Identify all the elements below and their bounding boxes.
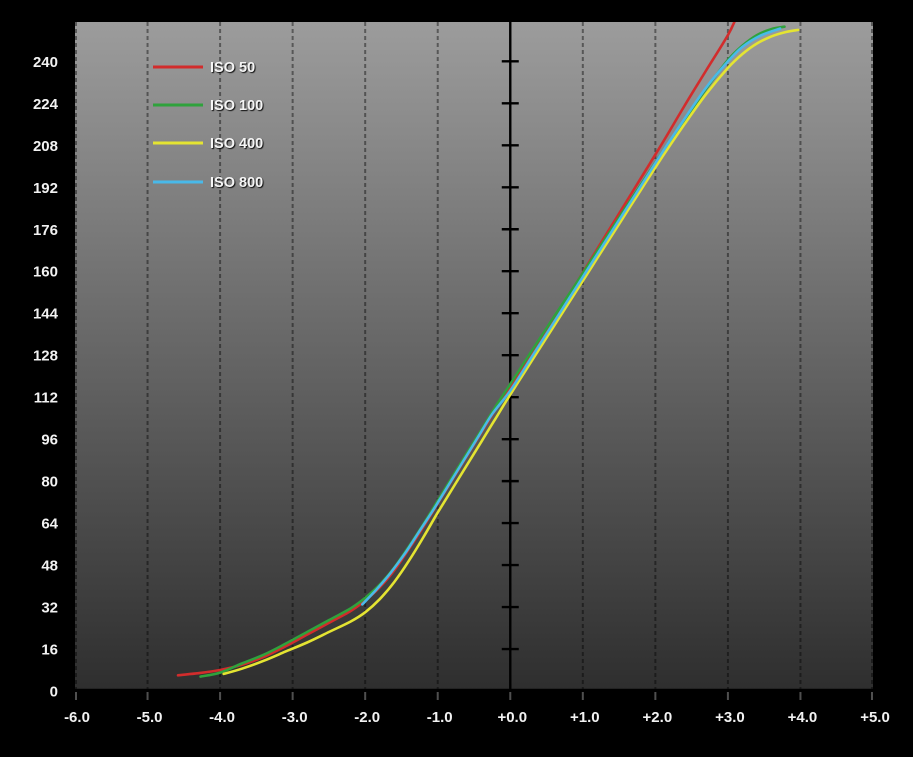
x-axis-label: -4.0 <box>209 709 235 726</box>
legend-item-iso-50: ISO 50 <box>153 60 255 76</box>
x-axis-label: -1.0 <box>427 709 453 726</box>
legend-label: ISO 50 <box>210 60 255 76</box>
legend-item-iso-100: ISO 100 <box>153 98 263 114</box>
y-axis-label: 32 <box>41 600 58 617</box>
center-axis <box>501 22 519 691</box>
curves <box>176 22 800 678</box>
x-axis-label: +1.0 <box>570 709 600 726</box>
legend-item-iso-400: ISO 400 <box>153 136 263 152</box>
y-axis-label: 0 <box>50 684 58 701</box>
y-axis-label: 112 <box>34 390 58 407</box>
curve-iso-800 <box>361 27 782 606</box>
y-axis-label: 144 <box>33 306 59 323</box>
x-axis-label: +2.0 <box>643 709 673 726</box>
y-axis-label: 240 <box>33 54 58 71</box>
x-axis-label: +5.0 <box>860 709 890 726</box>
y-axis-label: 224 <box>33 96 59 113</box>
x-axis-label: +0.0 <box>497 709 527 726</box>
y-axis-label: 96 <box>41 432 58 449</box>
y-axis-label: 80 <box>41 474 58 491</box>
x-axis-label: -5.0 <box>137 709 163 726</box>
legend: ISO 50 ISO 100 ISO 400 ISO 800 <box>153 60 263 191</box>
legend-label: ISO 800 <box>210 175 263 191</box>
x-axis-label: -6.0 <box>64 709 90 726</box>
y-axis-label: 64 <box>41 516 58 533</box>
x-axis-label: -3.0 <box>282 709 308 726</box>
y-axis-label: 48 <box>41 558 58 575</box>
curve-iso-400 <box>222 28 800 676</box>
y-axis-label: 176 <box>33 222 58 239</box>
x-axis-label: -2.0 <box>354 709 380 726</box>
y-axis-label: 208 <box>33 138 58 155</box>
x-axis-label: +3.0 <box>715 709 745 726</box>
legend-label: ISO 400 <box>210 136 263 152</box>
y-axis-label: 16 <box>41 642 58 659</box>
plot-area <box>75 22 873 691</box>
legend-label: ISO 100 <box>210 98 263 114</box>
x-axis <box>75 688 873 700</box>
y-axis-label: 128 <box>33 348 58 365</box>
y-axis-label: 160 <box>33 264 58 281</box>
legend-item-iso-800: ISO 800 <box>153 175 263 191</box>
x-axis-label: +4.0 <box>788 709 818 726</box>
y-axis-label: 192 <box>33 180 58 197</box>
